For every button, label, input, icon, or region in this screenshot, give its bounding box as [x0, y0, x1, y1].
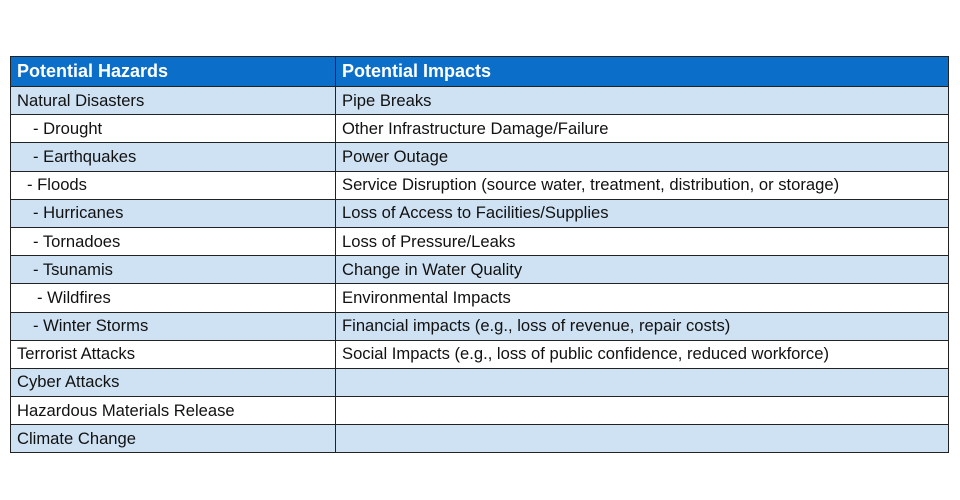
row: - Earthquakes Power Outage	[10, 142, 949, 172]
hazards-table: Potential Hazards Potential Impacts Natu…	[10, 56, 949, 454]
row: - Wildfires Environmental Impacts	[10, 283, 949, 313]
hazard-cell: - Tsunamis	[10, 255, 336, 285]
row: Natural Disasters Pipe Breaks	[10, 85, 949, 116]
row: - Hurricanes Loss of Access to Facilities…	[10, 198, 949, 228]
impact-cell: Change in Water Quality	[335, 255, 949, 285]
hazard-cell: - Floods	[10, 170, 336, 200]
hazard-cell: Hazardous Materials Release	[10, 396, 336, 426]
hazard-cell: Natural Disasters	[10, 85, 336, 116]
hazard-cell: - Tornadoes	[10, 226, 336, 257]
hazard-cell: - Drought	[10, 114, 336, 144]
impact-cell: Environmental Impacts	[335, 283, 949, 313]
impact-cell: Social Impacts (e.g., loss of public con…	[335, 339, 949, 369]
row: Climate Change	[10, 424, 949, 454]
hazard-cell: Terrorist Attacks	[10, 339, 336, 369]
impact-cell: Pipe Breaks	[335, 85, 949, 116]
row: - Winter Storms Financial impacts (e.g., …	[10, 311, 949, 341]
header-cell: Potential Hazards	[10, 56, 336, 87]
hazard-cell: - Wildfires	[10, 283, 336, 313]
impact-cell: Service Disruption (source water, treatm…	[335, 170, 949, 200]
row: - Tornadoes Loss of Pressure/Leaks	[10, 226, 949, 257]
hazard-cell: Climate Change	[10, 424, 336, 454]
row: Cyber Attacks	[10, 367, 949, 398]
impact-cell: Financial impacts (e.g., loss of revenue…	[335, 311, 949, 341]
hazard-cell: - Winter Storms	[10, 311, 336, 341]
row: Hazardous Materials Release	[10, 396, 949, 426]
hazard-cell: Cyber Attacks	[10, 367, 336, 398]
impact-cell: Loss of Access to Facilities/Supplies	[335, 198, 949, 228]
impact-cell: Other Infrastructure Damage/Failure	[335, 114, 949, 144]
row: Terrorist Attacks Social Impacts (e.g., l…	[10, 339, 949, 369]
hazard-cell: - Hurricanes	[10, 198, 336, 228]
empty-cell	[335, 424, 949, 454]
header-cell: Potential Impacts	[335, 56, 949, 87]
row: - Tsunamis Change in Water Quality	[10, 255, 949, 285]
row: - Floods Service Disruption (source water…	[10, 170, 949, 200]
empty-cell	[335, 367, 949, 398]
impact-cell: Loss of Pressure/Leaks	[335, 226, 949, 257]
hazard-cell: - Earthquakes	[10, 142, 336, 172]
header-row: Potential Hazards Potential Impacts	[10, 56, 949, 87]
empty-cell	[335, 396, 949, 426]
row: - Drought Other Infrastructure Damage/Fai…	[10, 114, 949, 144]
impact-cell: Power Outage	[335, 142, 949, 172]
